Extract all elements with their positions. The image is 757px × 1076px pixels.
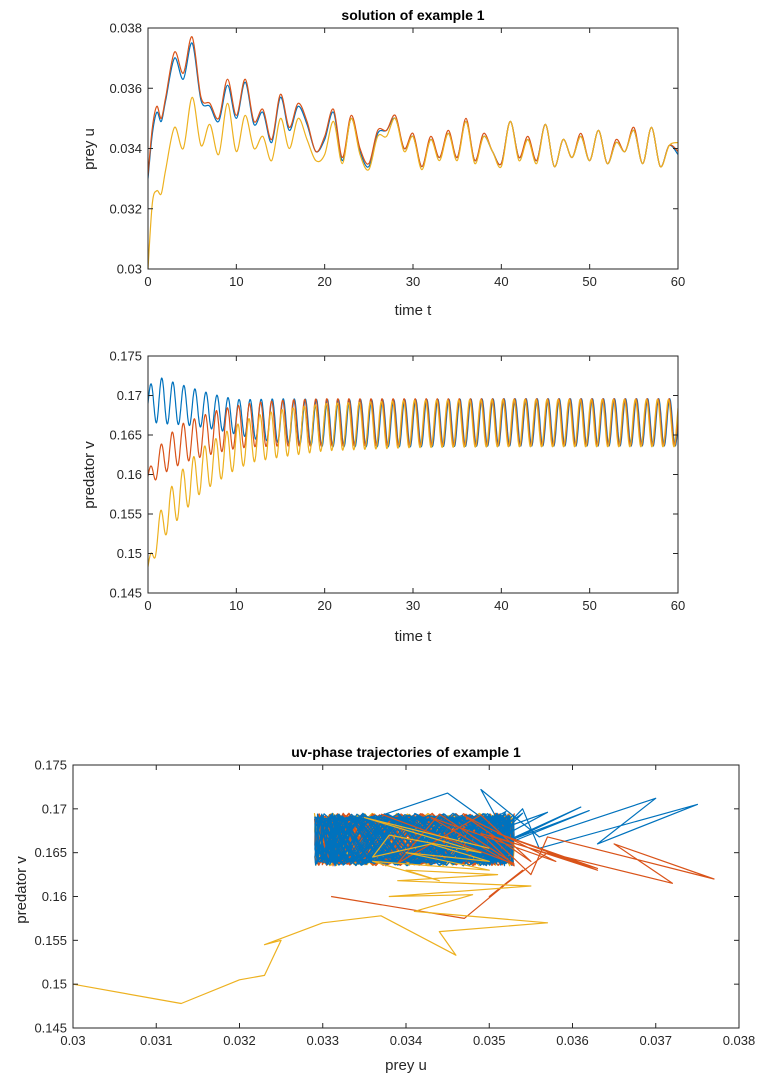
y-tick-label: 0.03 (117, 262, 142, 277)
y-tick-label: 0.17 (117, 388, 142, 403)
predator-time-series-chart: time t predator v 0 10 20 30 40 50 60 0.145 0.15… (81, 349, 685, 646)
x-tick-label: 0.032 (223, 1033, 256, 1048)
x-tick-label: 0 (144, 598, 151, 613)
x-tick-label: 0.033 (306, 1033, 339, 1048)
transient-trajectory-2 (331, 813, 715, 919)
uv-phase-chart: uv-phase trajectories of example 1 prey … (13, 744, 755, 1074)
chart-title: uv-phase trajectories of example 1 (291, 744, 521, 760)
y-tick-label: 0.145 (34, 1021, 67, 1036)
y-tick-label: 0.036 (109, 81, 142, 96)
x-axis-label: time t (395, 628, 433, 645)
x-tick-label: 30 (406, 598, 420, 613)
y-tick-label: 0.155 (109, 507, 142, 522)
transient-trajectory-3 (73, 817, 549, 1005)
x-tick-label: 30 (406, 274, 420, 289)
x-tick-label: 0.037 (639, 1033, 672, 1048)
x-tick-label: 0 (144, 274, 151, 289)
limit-cycle-1 (314, 812, 515, 867)
y-tick-label: 0.038 (109, 21, 142, 36)
x-tick-label: 0.03 (60, 1033, 85, 1048)
y-tick-label: 0.165 (34, 845, 67, 860)
x-axis-label: time t (395, 302, 433, 319)
y-tick-label: 0.175 (34, 758, 67, 773)
x-tick-label: 0.034 (390, 1033, 423, 1048)
x-tick-label: 0.038 (723, 1033, 756, 1048)
y-tick-label: 0.032 (109, 201, 142, 216)
y-tick-label: 0.145 (109, 586, 142, 601)
series-group (73, 788, 715, 1005)
series-line-3 (148, 399, 678, 567)
series-line-2 (148, 36, 678, 176)
y-tick-label: 0.175 (109, 349, 142, 364)
y-axis-label: prey u (81, 128, 98, 170)
x-tick-label: 40 (494, 274, 508, 289)
x-tick-label: 50 (582, 274, 596, 289)
y-tick-label: 0.155 (34, 933, 67, 948)
chart-title: solution of example 1 (341, 7, 484, 23)
x-tick-label: 10 (229, 274, 243, 289)
y-tick-label: 0.165 (109, 428, 142, 443)
series-group (148, 36, 678, 269)
x-tick-label: 20 (317, 274, 331, 289)
y-tick-label: 0.034 (109, 141, 142, 156)
y-tick-label: 0.16 (42, 889, 67, 904)
series-line-1 (148, 42, 678, 179)
x-tick-label: 0.036 (556, 1033, 589, 1048)
y-tick-label: 0.15 (117, 546, 142, 561)
axes-frame (147, 27, 679, 270)
series-group (148, 377, 678, 567)
y-tick-label: 0.15 (42, 977, 67, 992)
y-axis-label: predator v (81, 441, 98, 509)
y-tick-label: 0.16 (117, 467, 142, 482)
x-axis-label: prey u (385, 1057, 427, 1074)
series-line-3 (148, 96, 678, 269)
y-tick-label: 0.17 (42, 801, 67, 816)
x-tick-label: 10 (229, 598, 243, 613)
x-tick-label: 0.031 (140, 1033, 173, 1048)
x-tick-label: 20 (317, 598, 331, 613)
x-tick-label: 50 (582, 598, 596, 613)
x-tick-label: 60 (671, 598, 685, 613)
prey-time-series-chart: solution of example 1 time t prey u 0 10 2… (81, 7, 685, 319)
y-axis-label: predator v (13, 856, 30, 924)
x-tick-label: 40 (494, 598, 508, 613)
x-tick-label: 60 (671, 274, 685, 289)
axes-frame (147, 355, 679, 594)
x-tick-label: 0.035 (473, 1033, 506, 1048)
